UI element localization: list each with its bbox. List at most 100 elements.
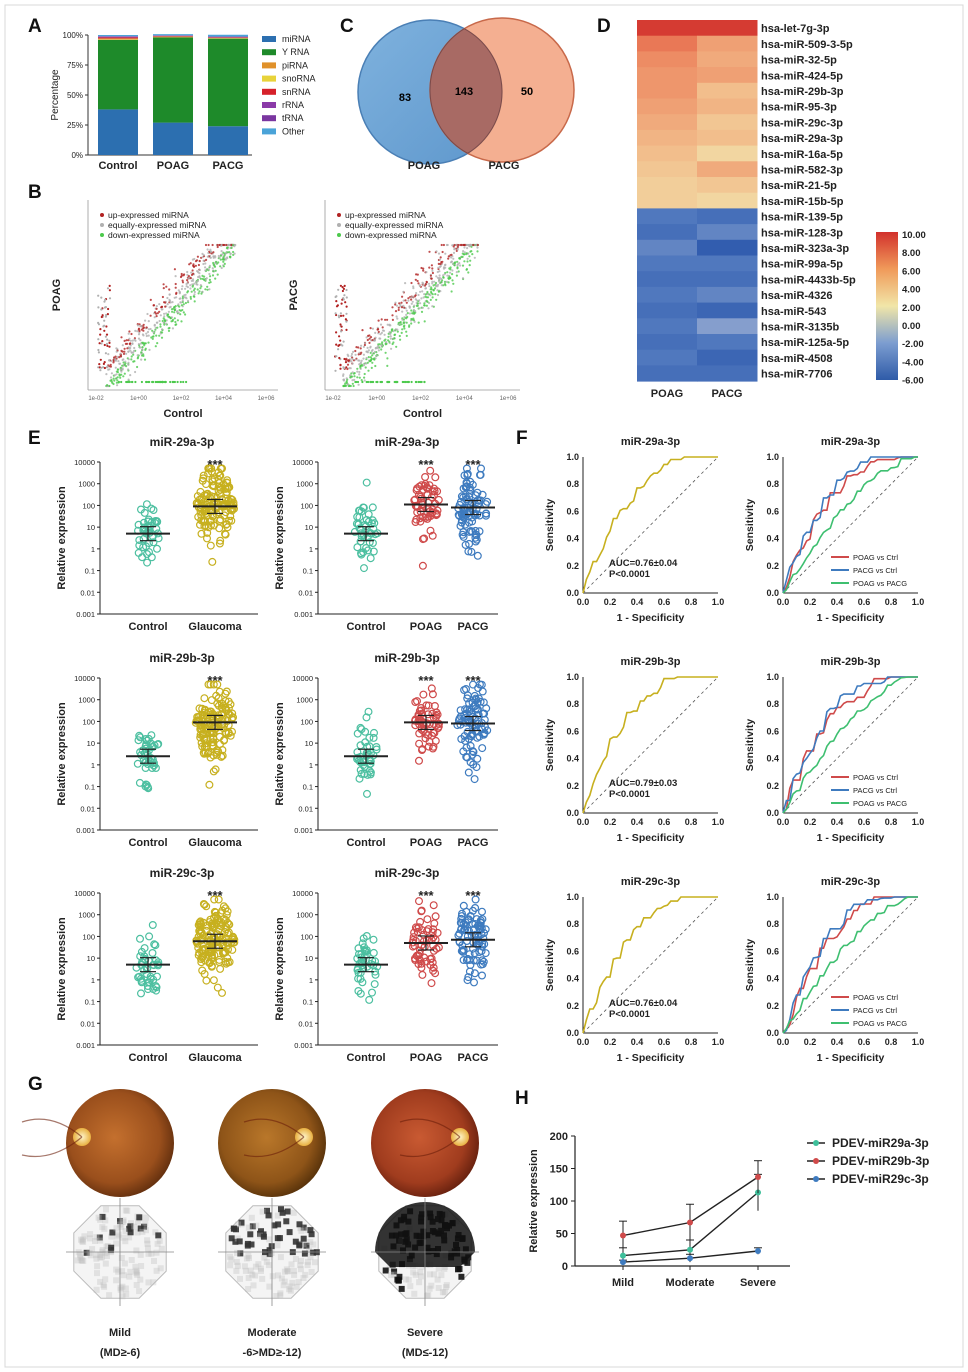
dot-plot-point	[369, 935, 378, 944]
scatter-point	[357, 353, 360, 356]
scatter-point	[415, 292, 418, 295]
scatter-point	[352, 384, 355, 388]
scatter-point	[104, 298, 107, 301]
scatter-point	[382, 329, 386, 332]
visual-field-cell	[458, 1273, 465, 1280]
roc-ytick-label: 0.0	[766, 1028, 779, 1038]
scatter-point	[428, 285, 431, 288]
scatter-point	[132, 360, 135, 363]
scatter-point	[175, 291, 178, 294]
scatter-point	[420, 266, 423, 270]
visual-field-cell	[157, 1265, 164, 1272]
scatter-point	[341, 344, 344, 347]
visual-field-cell	[99, 1213, 106, 1220]
visual-field-cell	[98, 1254, 105, 1261]
scatter-point	[424, 283, 427, 286]
dot-plot-point	[217, 752, 226, 761]
scatter-point	[119, 366, 122, 369]
visual-field-cell	[428, 1282, 435, 1289]
scatter-point	[211, 267, 214, 270]
dot-plot-point	[202, 926, 211, 935]
scatter-point	[395, 345, 398, 348]
heatmap-row-label: hsa-miR-128-3p	[761, 227, 843, 239]
dot-plot-ytick-label: 10	[87, 523, 95, 532]
scatter-xtick-label: 1e+00	[368, 396, 386, 402]
scatter-point	[180, 304, 183, 307]
scatter-point	[353, 372, 356, 375]
scatter-point	[476, 243, 479, 247]
dot-plot-point	[198, 953, 207, 962]
panel-d-heatmap: D hsa-let-7g-3phsa-miR-509-3-5phsa-miR-3…	[597, 16, 926, 400]
scatter-point	[402, 322, 405, 325]
dot-plot-3: miR-29b-3p1000010001001010.10.010.001Rel…	[274, 651, 498, 849]
scatter-point	[448, 275, 451, 278]
panel-label-b: B	[28, 182, 42, 203]
scatter-point	[160, 305, 163, 308]
visual-field-cell	[435, 1265, 442, 1272]
scatter-point	[167, 327, 170, 330]
scatter-point	[173, 317, 176, 320]
roc-xtick-label: 0.4	[631, 817, 644, 827]
scatter-point	[114, 358, 117, 361]
visual-field-cell	[117, 1286, 124, 1293]
significance-marker: ***	[207, 673, 223, 688]
roc-curve-pacg-vs-ctrl	[782, 456, 918, 594]
heatmap-cell	[637, 51, 698, 68]
legend-swatch-snorna	[262, 75, 276, 82]
dot-plot-point	[462, 936, 471, 945]
scatter-point	[108, 341, 111, 344]
scatter-point	[386, 380, 389, 384]
dot-plot-point	[415, 897, 424, 906]
scatter-point	[119, 355, 123, 358]
dot-plot-point	[418, 745, 427, 754]
dot-plot-point	[364, 546, 373, 555]
scatter-point	[453, 248, 456, 251]
scatter-point	[353, 375, 356, 378]
scatter-point	[103, 361, 106, 364]
scatter-point	[364, 342, 367, 345]
roc-xtick-label: 0.0	[577, 597, 590, 607]
scatter-point	[179, 297, 182, 300]
scatter-point	[158, 319, 161, 323]
scatter-point	[456, 248, 459, 251]
scatter-point	[371, 354, 374, 357]
visual-field-cell	[296, 1242, 303, 1249]
scatter-point	[169, 380, 172, 384]
dot-plot-ytick-label: 0.001	[294, 1041, 313, 1050]
scatter-point	[100, 342, 103, 345]
scatter-point	[351, 362, 354, 365]
roc-legend-label: POAG vs PACG	[853, 579, 907, 588]
scatter-point	[447, 255, 450, 258]
scatter-point	[393, 333, 396, 337]
legend-label: Other	[282, 126, 305, 136]
visual-field-cell	[253, 1222, 260, 1229]
dot-plot-point	[214, 895, 223, 904]
dot-plot-point	[205, 780, 214, 789]
scatter-point	[127, 380, 130, 384]
dot-plot-point	[415, 756, 424, 765]
scatter-point	[422, 284, 425, 287]
scatter-point	[423, 304, 426, 307]
scatter-point	[180, 320, 183, 323]
scatter-point	[427, 307, 430, 310]
roc-xtick-label: 0.2	[604, 817, 617, 827]
visual-field-cell	[281, 1268, 288, 1275]
visual-field-cell	[277, 1290, 284, 1297]
visual-field-cell	[307, 1254, 314, 1261]
visual-field-cell	[290, 1209, 297, 1216]
scatter-point	[417, 321, 420, 324]
scatter-point	[130, 355, 133, 358]
dot-plot-point	[433, 487, 442, 496]
scatter-point	[123, 350, 126, 353]
heatmap-cell	[697, 192, 758, 209]
scatter-point	[395, 315, 398, 318]
fundus-image	[371, 1089, 479, 1197]
visual-field-cell	[99, 1247, 106, 1253]
scatter-point	[166, 296, 169, 300]
scatter-point	[189, 287, 192, 290]
heatmap-scale-label: -4.00	[902, 357, 924, 368]
roc-xtick-label: 0.6	[658, 1037, 671, 1047]
visual-field-cell	[141, 1223, 148, 1230]
dot-plot-point	[353, 954, 362, 963]
scatter-point	[182, 311, 185, 314]
